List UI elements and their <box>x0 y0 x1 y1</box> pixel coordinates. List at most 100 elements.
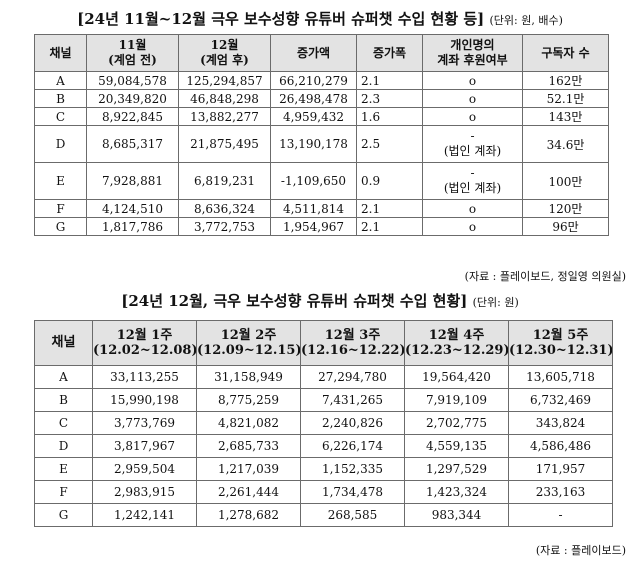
cell-week-value: 8,775,259 <box>196 388 301 412</box>
header-ratio: 증가폭 <box>356 34 423 72</box>
cell-channel: B <box>34 89 87 108</box>
header-week-range: (12.16~12.22) <box>301 343 405 358</box>
header-channel: 채널 <box>34 34 87 72</box>
cell-week-value: 4,821,082 <box>196 411 301 435</box>
cell-subscribers: 52.1만 <box>522 89 609 108</box>
header-week-name: 12월 2주 <box>220 328 277 343</box>
cell-channel: F <box>34 199 87 218</box>
header-subscribers: 구독자 수 <box>522 34 609 72</box>
table2-unit: (단위: 원) <box>472 296 519 309</box>
cell-week-value: 2,261,444 <box>196 480 301 504</box>
cell-ratio: 2.1 <box>356 199 423 218</box>
table-row: B 15,990,198 8,775,259 7,431,265 7,919,1… <box>34 388 613 412</box>
table-row: A 59,084,578 125,294,857 66,210,279 2.1 … <box>34 71 609 90</box>
cell-channel: F <box>34 480 93 504</box>
cell-channel: G <box>34 217 87 236</box>
cell-personal-note: (법인 계좌) <box>443 144 502 158</box>
cell-december: 125,294,857 <box>178 71 271 90</box>
cell-week-value: 343,824 <box>508 411 613 435</box>
cell-week-value: 6,226,174 <box>300 434 405 458</box>
table2-title-text: [24년 12월, 극우 보수성향 유튜버 슈퍼챗 수입 현황] <box>121 292 468 310</box>
cell-week-value: 1,297,529 <box>404 457 509 481</box>
cell-channel: G <box>34 503 93 527</box>
cell-increase: -1,109,650 <box>270 162 357 200</box>
table1-unit: (단위: 원, 배수) <box>489 14 563 27</box>
table-row: D 8,685,317 21,875,495 13,190,178 2.5 - … <box>34 125 609 163</box>
cell-ratio: 2.3 <box>356 89 423 108</box>
cell-ratio: 2.1 <box>356 71 423 90</box>
cell-subscribers: 120만 <box>522 199 609 218</box>
cell-personal: - (법인 계좌) <box>422 125 523 163</box>
cell-subscribers: 34.6만 <box>522 125 609 163</box>
cell-december: 8,636,324 <box>178 199 271 218</box>
cell-personal-mark: - <box>470 166 475 180</box>
cell-week-value: 1,278,682 <box>196 503 301 527</box>
header-december-label: 12월 <box>210 38 239 52</box>
header-personal-note: 계좌 후원여부 <box>437 53 508 67</box>
cell-december: 21,875,495 <box>178 125 271 163</box>
cell-channel: A <box>34 71 87 90</box>
cell-week-value: 7,919,109 <box>404 388 509 412</box>
table-row: G 1,242,141 1,278,682 268,585 983,344 - <box>34 503 613 527</box>
cell-ratio: 2.1 <box>356 217 423 236</box>
cell-week-value: - <box>508 503 613 527</box>
cell-december: 46,848,298 <box>178 89 271 108</box>
superchat-comparison-table: 채널 11월 (계엄 전) 12월 (계엄 후) 증가액 증가폭 개인명의 계좌… <box>34 34 609 236</box>
cell-increase: 66,210,279 <box>270 71 357 90</box>
cell-week-value: 2,983,915 <box>92 480 197 504</box>
table-row: B 20,349,820 46,848,298 26,498,478 2.3 o… <box>34 89 609 108</box>
header-week: 12월 4주 (12.23~12.29) <box>404 320 509 366</box>
cell-week-value: 4,559,135 <box>404 434 509 458</box>
cell-week-value: 31,158,949 <box>196 365 301 389</box>
cell-personal-mark: - <box>470 129 475 143</box>
header-week-range: (12.30~12.31) <box>509 343 613 358</box>
header-december: 12월 (계엄 후) <box>178 34 271 72</box>
header-channel: 채널 <box>34 320 93 366</box>
cell-personal: - (법인 계좌) <box>422 162 523 200</box>
cell-ratio: 1.6 <box>356 107 423 126</box>
table-row: C 8,922,845 13,882,277 4,959,432 1.6 o 1… <box>34 107 609 126</box>
cell-ratio: 0.9 <box>356 162 423 200</box>
header-week-range: (12.23~12.29) <box>405 343 509 358</box>
cell-week-value: 6,732,469 <box>508 388 613 412</box>
header-november-label: 11월 <box>118 38 147 52</box>
cell-channel: A <box>34 365 93 389</box>
cell-week-value: 15,990,198 <box>92 388 197 412</box>
cell-week-value: 171,957 <box>508 457 613 481</box>
cell-week-value: 33,113,255 <box>92 365 197 389</box>
cell-subscribers: 162만 <box>522 71 609 90</box>
header-week-name: 12월 3주 <box>324 328 381 343</box>
cell-personal-note: (법인 계좌) <box>443 181 502 195</box>
cell-december: 13,882,277 <box>178 107 271 126</box>
cell-november: 59,084,578 <box>86 71 179 90</box>
header-december-note: (계엄 후) <box>200 53 249 67</box>
cell-week-value: 13,605,718 <box>508 365 613 389</box>
cell-november: 8,922,845 <box>86 107 179 126</box>
table-row: E 2,959,504 1,217,039 1,152,335 1,297,52… <box>34 457 613 481</box>
cell-increase: 26,498,478 <box>270 89 357 108</box>
cell-week-value: 2,685,733 <box>196 434 301 458</box>
cell-channel: C <box>34 107 87 126</box>
header-week-name: 12월 5주 <box>532 328 589 343</box>
cell-december: 3,772,753 <box>178 217 271 236</box>
header-week-name: 12월 1주 <box>116 328 173 343</box>
table-row: F 4,124,510 8,636,324 4,511,814 2.1 o 12… <box>34 199 609 218</box>
cell-personal: o <box>422 199 523 218</box>
cell-subscribers: 96만 <box>522 217 609 236</box>
cell-subscribers: 100만 <box>522 162 609 200</box>
cell-increase: 4,959,432 <box>270 107 357 126</box>
cell-november: 7,928,881 <box>86 162 179 200</box>
cell-increase: 13,190,178 <box>270 125 357 163</box>
cell-november: 1,817,786 <box>86 217 179 236</box>
cell-week-value: 4,586,486 <box>508 434 613 458</box>
table-row: E 7,928,881 6,819,231 -1,109,650 0.9 - (… <box>34 162 609 200</box>
cell-subscribers: 143만 <box>522 107 609 126</box>
table1-header-row: 채널 11월 (계엄 전) 12월 (계엄 후) 증가액 증가폭 개인명의 계좌… <box>34 34 609 72</box>
cell-november: 20,349,820 <box>86 89 179 108</box>
table1-title: [24년 11월~12월 극우 보수성향 유튜버 슈퍼챗 수입 현황 등] (단… <box>0 8 640 29</box>
cell-increase: 1,954,967 <box>270 217 357 236</box>
weekly-superchat-table: 채널 12월 1주 (12.02~12.08) 12월 2주 (12.09~12… <box>34 320 613 527</box>
cell-week-value: 2,959,504 <box>92 457 197 481</box>
table2-source: (자료 : 플레이보드) <box>535 544 626 557</box>
header-week: 12월 3주 (12.16~12.22) <box>300 320 405 366</box>
